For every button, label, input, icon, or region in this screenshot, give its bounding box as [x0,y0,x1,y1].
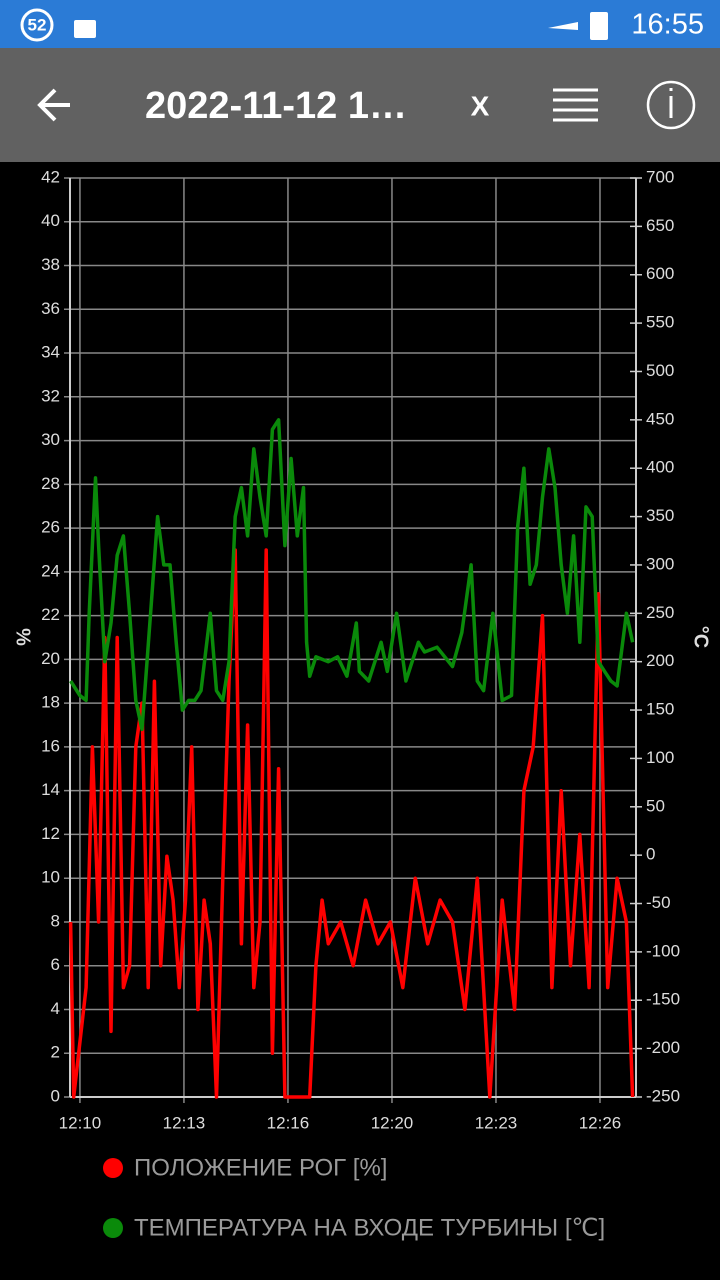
close-button[interactable]: X [471,90,490,121]
y-tick-label: 2 [51,1043,60,1062]
y2-tick-label: 200 [646,651,674,670]
y-tick-label: 38 [41,255,60,274]
battery-icon [590,12,608,40]
y-tick-label: 8 [51,911,60,930]
y-tick-label: 4 [51,999,60,1018]
legend-marker [103,1158,123,1178]
y2-tick-label: 500 [646,361,674,380]
y-tick-label: 12 [41,824,60,843]
x-tick-label: 12:13 [163,1113,206,1132]
back-button[interactable] [37,88,70,122]
y2-tick-label: 0 [646,845,655,864]
y-tick-label: 28 [41,474,60,493]
lock-icon [74,20,96,38]
y-tick-label: 0 [51,1086,60,1105]
series-line [68,548,635,1099]
series-line [69,418,635,732]
badge-ring [20,8,54,42]
y2-tick-label: -100 [646,941,680,960]
chart: 024681012141618202224262830323436384042-… [41,167,680,1241]
y-tick-label: 42 [41,167,60,186]
y-tick-label: 14 [41,780,60,799]
y2-tick-label: 350 [646,506,674,525]
airplane-icon [548,22,578,30]
y-tick-label: 26 [41,518,60,537]
y2-tick-label: 100 [646,748,674,767]
legend-label: ПОЛОЖЕНИЕ РОГ [%] [134,1154,387,1181]
app-bar [0,48,720,162]
clock: 16:55 [631,9,704,41]
y-tick-label: 18 [41,693,60,712]
x-tick-label: 12:20 [371,1113,414,1132]
app-title: 2022-11-12 1… [145,85,407,127]
y-tick-label: 6 [51,955,60,974]
y-tick-label: 36 [41,299,60,318]
y2-tick-label: -250 [646,1086,680,1105]
y2-tick-label: -150 [646,990,680,1009]
badge: 52 [28,15,47,34]
y2-tick-label: 400 [646,458,674,477]
y-tick-label: 30 [41,430,60,449]
y-tick-label: 34 [41,343,60,362]
y-axis-label: % [12,628,34,646]
y2-tick-label: 550 [646,313,674,332]
y-tick-label: 40 [41,211,60,230]
y2-tick-label: 150 [646,700,674,719]
y-tick-label: 16 [41,736,60,755]
y2-tick-label: -50 [646,893,671,912]
status-bar [0,0,720,48]
x-tick-label: 12:23 [475,1113,518,1132]
y2-tick-label: 600 [646,264,674,283]
y-tick-label: 24 [41,561,60,580]
y2-tick-label: -200 [646,1038,680,1057]
y2-tick-label: 50 [646,796,665,815]
y-tick-label: 32 [41,386,60,405]
y-tick-label: 10 [41,868,60,887]
y2-tick-label: 250 [646,603,674,622]
list-button[interactable] [553,88,598,122]
info-button[interactable] [646,80,696,130]
y-tick-label: 22 [41,605,60,624]
y2-tick-label: 700 [646,167,674,186]
x-tick-label: 12:26 [579,1113,622,1132]
x-tick-label: 12:10 [59,1113,102,1132]
legend-label: ТЕМПЕРАТУРА НА ВХОДЕ ТУРБИНЫ [℃] [134,1214,605,1241]
legend-marker [103,1218,123,1238]
x-tick-label: 12:16 [267,1113,310,1132]
y2-axis-label: °C [690,626,712,648]
y2-tick-label: 450 [646,409,674,428]
y-tick-label: 20 [41,649,60,668]
y2-tick-label: 650 [646,216,674,235]
y2-tick-label: 300 [646,554,674,573]
